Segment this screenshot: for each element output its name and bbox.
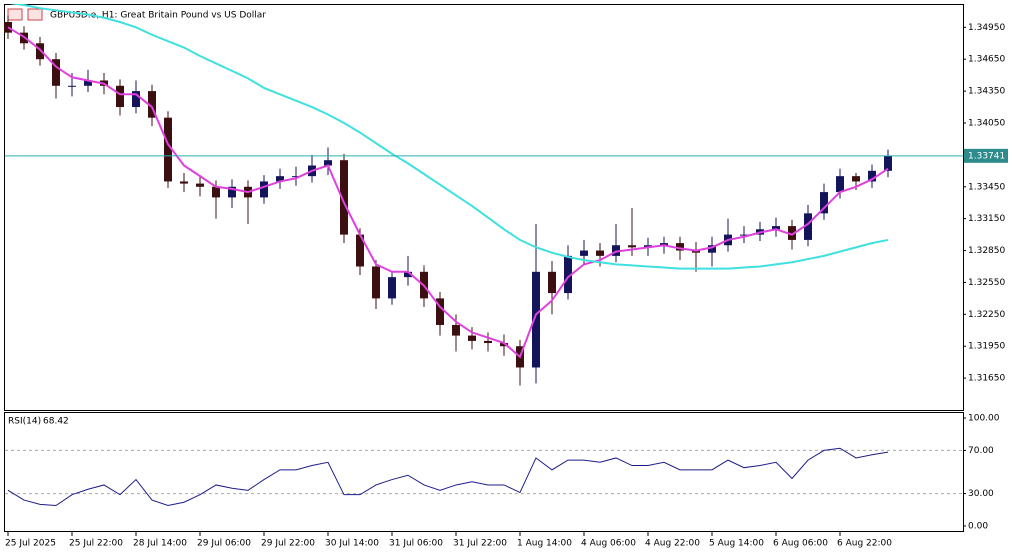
candle-body bbox=[804, 213, 812, 240]
rsi-label: RSI(14) bbox=[8, 417, 41, 427]
candle-body bbox=[660, 243, 668, 246]
y-tick-label: 1.33450 bbox=[968, 182, 1005, 192]
main-panel bbox=[4, 4, 964, 411]
current-price-box bbox=[964, 148, 1008, 163]
candle-body bbox=[180, 181, 188, 184]
candle-body bbox=[596, 250, 604, 256]
candle-body bbox=[532, 271, 540, 368]
candle-body bbox=[260, 181, 268, 198]
candle-body bbox=[404, 271, 412, 278]
rsi-line bbox=[7, 447, 889, 506]
candle-body bbox=[612, 245, 620, 256]
chart-title: GBPUSD.e, H1: Great Britain Pound vs US … bbox=[50, 11, 266, 21]
candle-body bbox=[196, 183, 204, 187]
icon bbox=[27, 8, 43, 21]
rsi-tick-label: 0.00 bbox=[968, 522, 988, 532]
y-tick-label: 1.34350 bbox=[968, 87, 1005, 97]
candle-body bbox=[68, 85, 76, 87]
candle-body bbox=[852, 176, 860, 182]
y-tick-label: 1.32850 bbox=[968, 246, 1005, 256]
y-tick-label: 1.32550 bbox=[968, 278, 1005, 288]
candle-body bbox=[148, 91, 156, 118]
x-tick-label: 31 Jul 22:00 bbox=[453, 539, 507, 549]
icon bbox=[7, 8, 23, 21]
x-tick-label: 28 Jul 14:00 bbox=[133, 539, 187, 549]
moving-average bbox=[8, 4, 889, 270]
candle-body bbox=[868, 170, 876, 182]
candle-body bbox=[276, 176, 284, 182]
rsi-tick-label: 70.00 bbox=[968, 446, 994, 456]
y-tick-label: 1.34950 bbox=[968, 23, 1005, 33]
x-tick-label: 6 Aug 22:00 bbox=[837, 539, 892, 549]
x-tick-label: 29 Jul 22:00 bbox=[261, 539, 315, 549]
candle-body bbox=[692, 250, 700, 253]
rsi-panel bbox=[4, 412, 964, 532]
candle-body bbox=[644, 245, 652, 248]
y-tick-label: 1.31650 bbox=[968, 374, 1005, 384]
candle-body bbox=[212, 186, 220, 198]
candle-body bbox=[788, 226, 796, 240]
candle-body bbox=[708, 245, 716, 253]
candle-body bbox=[628, 245, 636, 248]
x-tick-label: 4 Aug 22:00 bbox=[645, 539, 700, 549]
x-tick-label: 25 Jul 2025 bbox=[5, 539, 56, 549]
candle-body bbox=[580, 250, 588, 256]
candle-body bbox=[452, 324, 460, 336]
y-tick-label: 1.31950 bbox=[968, 342, 1005, 352]
y-tick-label: 1.32250 bbox=[968, 310, 1005, 320]
candle-body bbox=[4, 22, 12, 33]
candle-body bbox=[324, 160, 332, 166]
x-tick-label: 31 Jul 06:00 bbox=[389, 539, 443, 549]
candle-body bbox=[548, 271, 556, 294]
candle-body bbox=[388, 277, 396, 299]
x-tick-label: 29 Jul 06:00 bbox=[197, 539, 251, 549]
candle-body bbox=[340, 160, 348, 235]
current-price-label: 1.33741 bbox=[968, 151, 1005, 161]
candle-body bbox=[484, 340, 492, 344]
candle-body bbox=[228, 186, 236, 198]
candle-body bbox=[436, 298, 444, 325]
rsi-tick-label: 30.00 bbox=[968, 489, 994, 499]
x-tick-label: 5 Aug 14:00 bbox=[709, 539, 764, 549]
candle-body bbox=[500, 343, 508, 347]
y-tick-label: 1.33150 bbox=[968, 214, 1005, 224]
candle-body bbox=[372, 266, 380, 299]
rsi-tick-label: 100.00 bbox=[968, 414, 1000, 424]
candle-body bbox=[116, 85, 124, 108]
x-tick-label: 30 Jul 14:00 bbox=[325, 539, 379, 549]
candle-body bbox=[564, 255, 572, 294]
x-tick-label: 6 Aug 06:00 bbox=[773, 539, 828, 549]
candle-body bbox=[772, 226, 780, 230]
candle-body bbox=[36, 43, 44, 60]
candle-body bbox=[356, 234, 364, 267]
candle-body bbox=[164, 117, 172, 182]
candle-body bbox=[740, 234, 748, 236]
x-tick-label: 4 Aug 06:00 bbox=[581, 539, 636, 549]
candle-body bbox=[884, 155, 892, 171]
candle-body bbox=[132, 91, 140, 108]
toolbar-icons bbox=[7, 8, 43, 21]
y-tick-label: 1.34050 bbox=[968, 118, 1005, 128]
x-tick-label: 25 Jul 22:00 bbox=[69, 539, 123, 549]
candle-body bbox=[820, 192, 828, 214]
y-tick-label: 1.34650 bbox=[968, 55, 1005, 65]
candle-body bbox=[52, 59, 60, 86]
moving-average bbox=[7, 26, 889, 359]
candle-body bbox=[84, 80, 92, 86]
rsi-value: 68.42 bbox=[43, 417, 69, 427]
candle-body bbox=[836, 176, 844, 193]
candle-body bbox=[468, 335, 476, 341]
candle-body bbox=[676, 243, 684, 251]
x-tick-label: 1 Aug 14:00 bbox=[517, 539, 572, 549]
candle-body bbox=[292, 176, 300, 178]
